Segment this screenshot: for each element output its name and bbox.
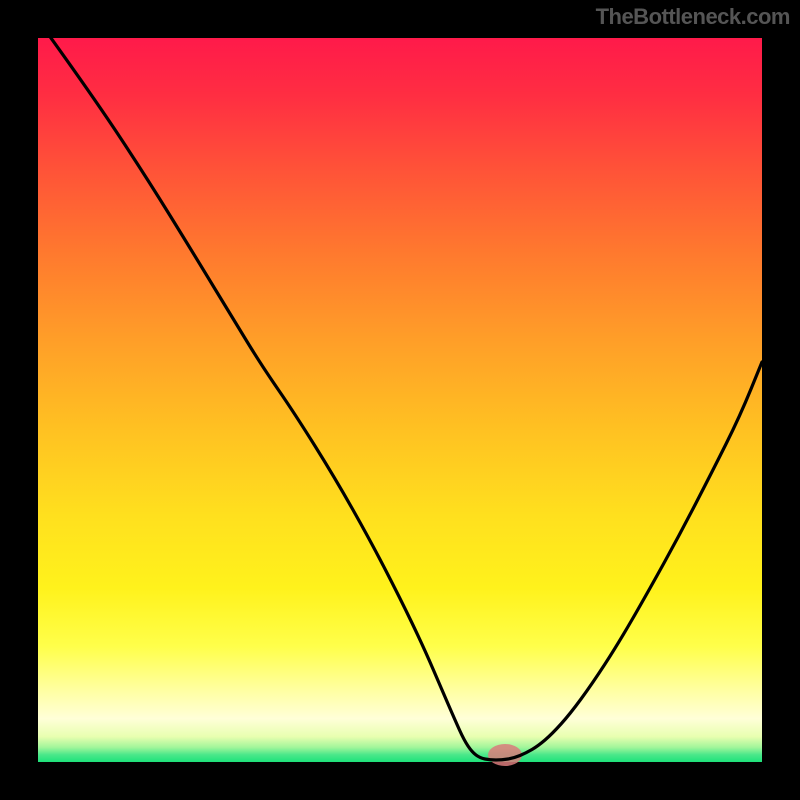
bottleneck-chart: TheBottleneck.com (0, 0, 800, 800)
plot-area-gradient (38, 38, 762, 762)
watermark-text: TheBottleneck.com (596, 4, 790, 30)
chart-svg (0, 0, 800, 800)
